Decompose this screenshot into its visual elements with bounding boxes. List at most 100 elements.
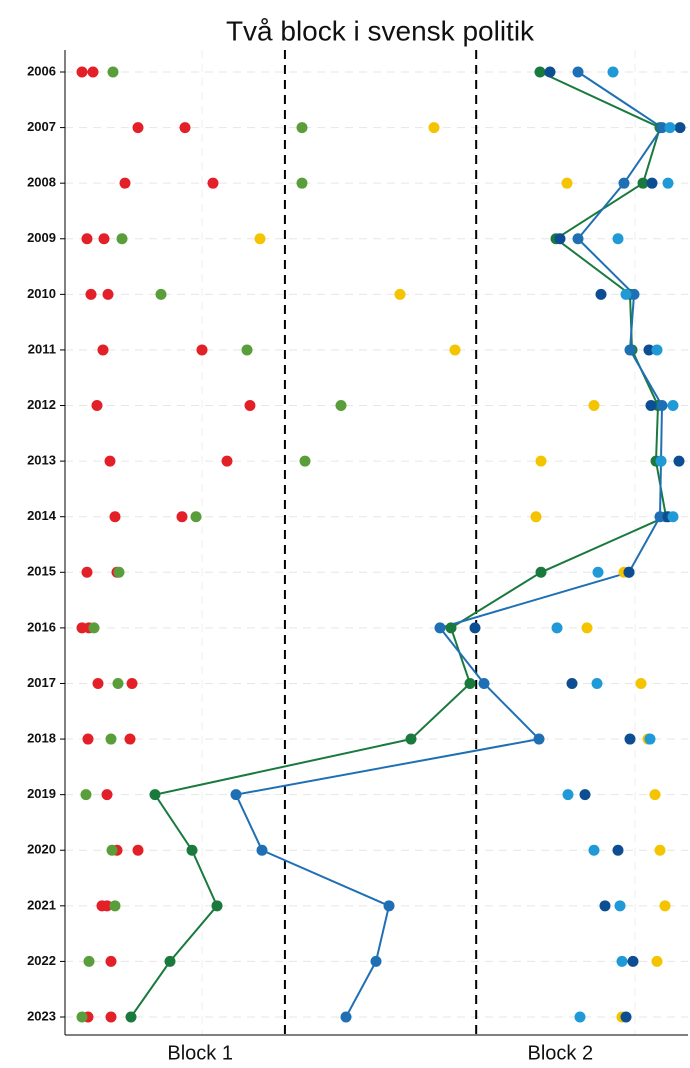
dot xyxy=(530,511,542,523)
y-tick-label: 2021 xyxy=(27,897,56,912)
dot xyxy=(76,66,88,78)
dot xyxy=(620,1011,632,1023)
y-tick-label: 2012 xyxy=(27,397,56,412)
dot xyxy=(535,566,547,578)
dot xyxy=(659,900,671,912)
dot xyxy=(616,955,628,967)
dot xyxy=(80,789,92,801)
dot xyxy=(478,677,490,689)
dot xyxy=(105,1011,117,1023)
dot xyxy=(612,844,624,856)
y-tick-label: 2008 xyxy=(27,175,56,190)
dot xyxy=(81,566,93,578)
dot xyxy=(651,344,663,356)
dot xyxy=(534,66,546,78)
dot xyxy=(196,344,208,356)
y-tick-label: 2016 xyxy=(27,619,56,634)
dot xyxy=(618,177,630,189)
dot xyxy=(101,900,113,912)
dot xyxy=(612,233,624,245)
y-tick-label: 2018 xyxy=(27,730,56,745)
dot xyxy=(109,511,121,523)
dot xyxy=(91,400,103,412)
dot xyxy=(105,955,117,967)
dot xyxy=(370,955,382,967)
dot xyxy=(635,677,647,689)
dot xyxy=(674,122,686,134)
chart-title: Två block i svensk politik xyxy=(226,15,535,46)
dot xyxy=(296,122,308,134)
dot xyxy=(646,177,658,189)
dot xyxy=(627,955,639,967)
dot xyxy=(132,122,144,134)
y-tick-label: 2022 xyxy=(27,953,56,968)
y-tick-label: 2010 xyxy=(27,286,56,301)
dot xyxy=(82,733,94,745)
dot xyxy=(654,844,666,856)
x-axis-label: Block 1 xyxy=(167,1042,233,1064)
dot xyxy=(599,900,611,912)
dot xyxy=(241,344,253,356)
dot xyxy=(119,177,131,189)
y-tick-label: 2007 xyxy=(27,119,56,134)
dot xyxy=(107,66,119,78)
dot xyxy=(112,677,124,689)
dot xyxy=(643,344,655,356)
dot xyxy=(656,400,668,412)
dot xyxy=(651,955,663,967)
dot xyxy=(76,1011,88,1023)
dot xyxy=(667,511,679,523)
series-line xyxy=(130,71,668,1018)
dot xyxy=(574,1011,586,1023)
dot xyxy=(624,733,636,745)
dot xyxy=(254,233,266,245)
dot xyxy=(125,1011,137,1023)
dot xyxy=(464,677,476,689)
dot xyxy=(592,566,604,578)
dot xyxy=(581,622,593,634)
dot xyxy=(614,900,626,912)
dot xyxy=(81,233,93,245)
dot xyxy=(591,677,603,689)
dot xyxy=(132,844,144,856)
dot xyxy=(654,511,666,523)
dot xyxy=(588,400,600,412)
dot xyxy=(562,789,574,801)
y-tick-label: 2013 xyxy=(27,453,56,468)
dot xyxy=(383,900,395,912)
y-tick-label: 2011 xyxy=(28,341,56,356)
dot xyxy=(88,622,100,634)
dot xyxy=(164,955,176,967)
dot xyxy=(662,177,674,189)
dot xyxy=(179,122,191,134)
dot xyxy=(98,233,110,245)
dot xyxy=(230,789,242,801)
dot xyxy=(434,622,446,634)
dot xyxy=(469,622,481,634)
dot xyxy=(551,622,563,634)
y-tick-label: 2017 xyxy=(27,675,56,690)
dot xyxy=(221,455,233,467)
dot xyxy=(101,789,113,801)
dot xyxy=(607,66,619,78)
dot xyxy=(445,622,457,634)
dot xyxy=(155,288,167,300)
dot xyxy=(256,844,268,856)
y-tick-label: 2019 xyxy=(27,786,56,801)
dot xyxy=(92,677,104,689)
dot xyxy=(644,733,656,745)
dot xyxy=(149,789,161,801)
dot xyxy=(126,677,138,689)
dot xyxy=(561,177,573,189)
dot xyxy=(579,789,591,801)
dot xyxy=(637,177,649,189)
y-tick-label: 2009 xyxy=(27,230,56,245)
dot xyxy=(673,455,685,467)
dot xyxy=(428,122,440,134)
dot xyxy=(207,177,219,189)
dot xyxy=(628,288,640,300)
dot xyxy=(394,288,406,300)
dot xyxy=(340,1011,352,1023)
dot xyxy=(104,455,116,467)
